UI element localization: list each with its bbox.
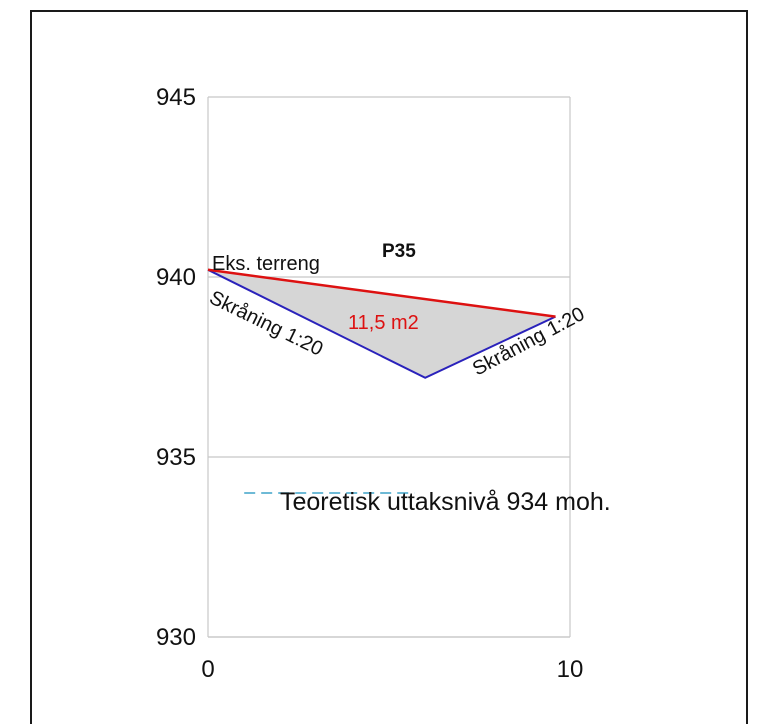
x-tick-label: 10 bbox=[557, 656, 584, 683]
chart-title: P35 bbox=[382, 241, 416, 262]
grid bbox=[208, 96, 571, 638]
tick-labels: 930 935 940 945 0 10 bbox=[156, 84, 583, 683]
y-tick-label: 945 bbox=[156, 84, 196, 111]
y-tick-label: 940 bbox=[156, 264, 196, 291]
extraction-level-label: Teoretisk uttaksnivå 934 moh. bbox=[280, 488, 611, 516]
slope-line bbox=[207, 268, 556, 379]
cut-area bbox=[208, 269, 556, 378]
chart-frame: 930 935 940 945 0 10 P35 Eks. terreng Skrånin… bbox=[30, 10, 748, 724]
area-label: 11,5 m2 bbox=[348, 312, 419, 334]
y-tick-label: 935 bbox=[156, 444, 196, 471]
terrain-label: Eks. terreng bbox=[212, 253, 320, 275]
x-tick-label: 0 bbox=[201, 656, 214, 683]
terrain-line bbox=[207, 268, 556, 318]
y-tick-label: 930 bbox=[156, 624, 196, 651]
axes bbox=[207, 97, 570, 638]
